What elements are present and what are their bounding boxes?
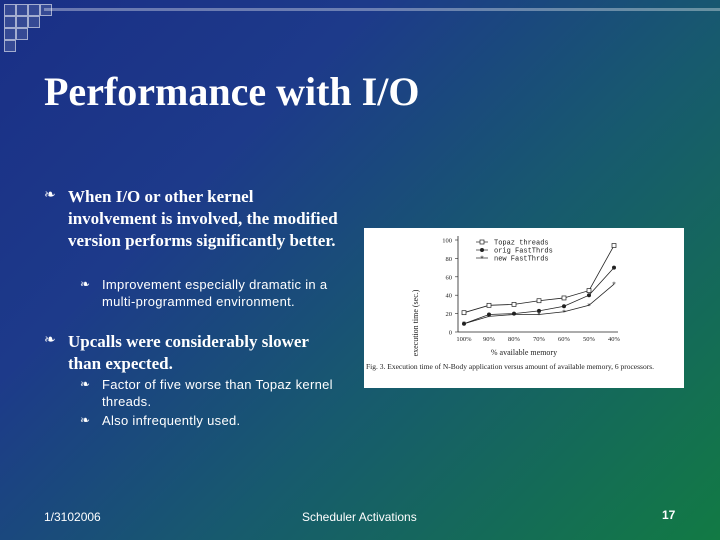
sub-bullet-text: Also infrequently used. [102, 413, 241, 428]
bullet-1: ❧ When I/O or other kernel involvement i… [44, 186, 344, 252]
y-axis-label: execution time (sec.) [411, 289, 420, 356]
y-tick-label: 80 [446, 256, 453, 263]
bullet-icon: ❧ [44, 333, 56, 348]
legend-entry: Topaz threads [494, 240, 549, 248]
bullet-icon: ❧ [80, 377, 91, 391]
y-tick-label: 40 [446, 293, 453, 300]
data-point [612, 265, 616, 270]
data-point [487, 312, 491, 317]
footer-title: Scheduler Activations [302, 510, 417, 524]
y-tick-label: 100 [442, 238, 452, 245]
sub-bullet-text: Improvement especially dramatic in a mul… [102, 277, 328, 309]
y-tick-label: 0 [449, 330, 452, 337]
sub-bullet-3: ❧ Also infrequently used. [80, 412, 350, 429]
bullet-icon: ❧ [80, 413, 91, 427]
data-point [479, 239, 485, 245]
data-point [562, 304, 566, 309]
performance-chart: 0 20 40 60 80 100 100% 90% 80% 70% 60% 50% 40% * * * * *… [366, 236, 654, 371]
x-tick-label: 50% [583, 336, 596, 343]
data-point [611, 243, 617, 248]
footer-date: 1/3102006 [44, 510, 101, 524]
y-tick-label: 20 [446, 311, 453, 318]
sub-bullet-1: ❧ Improvement especially dramatic in a m… [80, 276, 350, 310]
bullet-text: When I/O or other kernel involvement is … [68, 187, 338, 250]
data-point [587, 293, 591, 298]
data-point: * [512, 311, 516, 319]
data-point: * [587, 302, 591, 310]
data-point [536, 298, 542, 304]
data-point [461, 310, 467, 316]
corner-decoration [0, 0, 60, 52]
chart-figure: 0 20 40 60 80 100 100% 90% 80% 70% 60% 50% 40% * * * * *… [364, 228, 684, 388]
x-axis-label: % available memory [491, 348, 557, 357]
data-point [511, 302, 517, 307]
bullet-2: ❧ Upcalls were considerably slower than … [44, 331, 344, 375]
data-point: * [537, 311, 541, 319]
bullet-text: Upcalls were considerably slower than ex… [68, 332, 309, 373]
data-point: * [562, 308, 566, 316]
data-point: * [462, 320, 466, 328]
slide-title: Performance with I/O [44, 69, 420, 114]
bullet-icon: ❧ [80, 277, 91, 291]
series-line [463, 283, 615, 325]
legend-entry: new FastThrds [494, 256, 549, 264]
data-point: * [612, 281, 616, 289]
chart-caption: Fig. 3. Execution time of N-Body applica… [366, 362, 654, 371]
y-tick-label: 60 [446, 274, 453, 281]
sub-bullet-text: Factor of five worse than Topaz kernel t… [102, 377, 333, 409]
x-tick-label: 90% [483, 336, 496, 343]
x-tick-label: 70% [533, 336, 546, 343]
sub-bullet-2: ❧ Factor of five worse than Topaz kernel… [80, 376, 350, 410]
data-point [537, 308, 541, 313]
data-point [586, 288, 592, 293]
x-tick-label: 40% [608, 336, 621, 343]
data-point: * [487, 313, 491, 321]
title-rule [44, 8, 720, 11]
data-point [561, 295, 567, 301]
legend-entry: orig FastThrds [494, 248, 553, 256]
data-point [486, 302, 492, 308]
data-point [480, 248, 484, 252]
x-tick-label: 60% [558, 336, 571, 343]
page-number: 17 [662, 508, 676, 522]
bullet-icon: ❧ [44, 188, 56, 203]
x-tick-label: 80% [508, 336, 521, 343]
x-tick-label: 100% [456, 336, 472, 343]
data-point: * [480, 255, 484, 263]
